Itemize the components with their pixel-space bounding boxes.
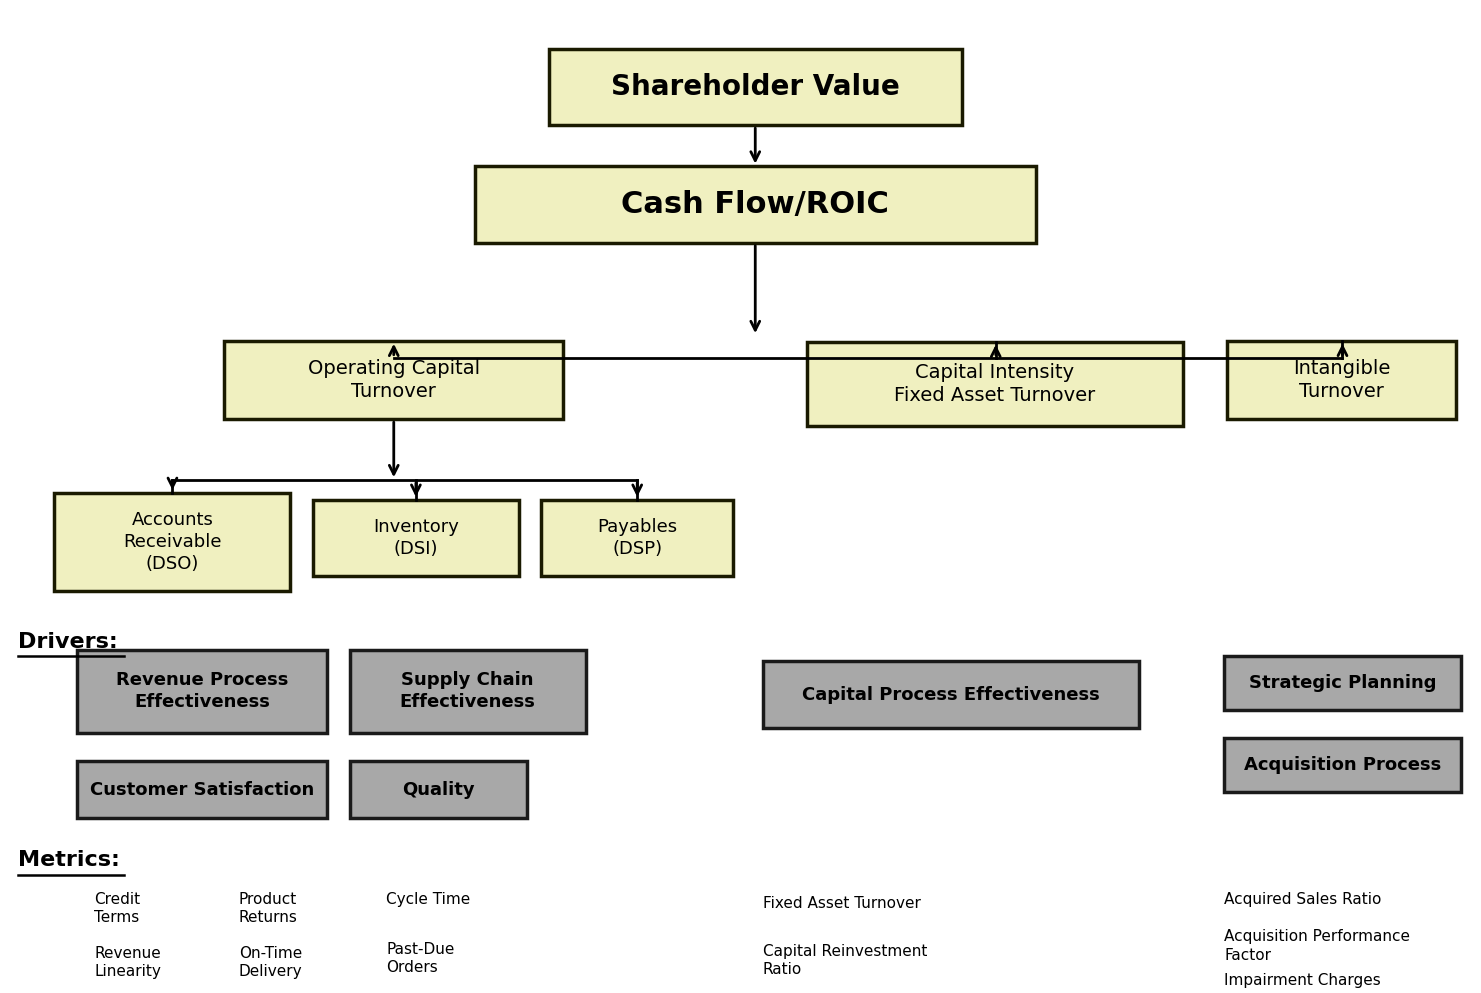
FancyBboxPatch shape bbox=[763, 661, 1139, 728]
FancyBboxPatch shape bbox=[542, 499, 733, 576]
FancyBboxPatch shape bbox=[1228, 341, 1456, 419]
Text: Operating Capital
Turnover: Operating Capital Turnover bbox=[308, 358, 480, 401]
Text: Acquired Sales Ratio: Acquired Sales Ratio bbox=[1225, 892, 1382, 907]
Text: Drivers:: Drivers: bbox=[18, 632, 117, 651]
FancyBboxPatch shape bbox=[224, 341, 563, 419]
Text: Inventory
(DSI): Inventory (DSI) bbox=[373, 517, 459, 558]
Text: Payables
(DSP): Payables (DSP) bbox=[597, 517, 677, 558]
FancyBboxPatch shape bbox=[312, 499, 520, 576]
Text: Acquisition Performance
Factor: Acquisition Performance Factor bbox=[1225, 929, 1410, 962]
Text: On-Time
Delivery: On-Time Delivery bbox=[238, 945, 302, 979]
FancyBboxPatch shape bbox=[475, 167, 1035, 243]
FancyBboxPatch shape bbox=[548, 49, 961, 125]
Text: Quality: Quality bbox=[401, 780, 474, 798]
Text: Metrics:: Metrics: bbox=[18, 850, 120, 870]
Text: Credit
Terms: Credit Terms bbox=[95, 892, 141, 925]
Text: Impairment Charges: Impairment Charges bbox=[1225, 973, 1382, 988]
Text: Shareholder Value: Shareholder Value bbox=[610, 73, 899, 101]
Text: Fixed Asset Turnover: Fixed Asset Turnover bbox=[763, 896, 921, 911]
Text: Capital Process Effectiveness: Capital Process Effectiveness bbox=[801, 686, 1099, 704]
FancyBboxPatch shape bbox=[77, 649, 327, 733]
FancyBboxPatch shape bbox=[350, 649, 585, 733]
Text: Acquisition Process: Acquisition Process bbox=[1244, 756, 1441, 774]
Text: Customer Satisfaction: Customer Satisfaction bbox=[90, 780, 314, 798]
FancyBboxPatch shape bbox=[1225, 738, 1460, 791]
Text: Strategic Planning: Strategic Planning bbox=[1248, 674, 1437, 692]
Text: Accounts
Receivable
(DSO): Accounts Receivable (DSO) bbox=[123, 510, 222, 573]
Text: Revenue
Linearity: Revenue Linearity bbox=[95, 945, 161, 979]
FancyBboxPatch shape bbox=[77, 762, 327, 818]
Text: Intangible
Turnover: Intangible Turnover bbox=[1293, 358, 1391, 401]
FancyBboxPatch shape bbox=[1225, 656, 1460, 710]
Text: Product
Returns: Product Returns bbox=[238, 892, 298, 925]
FancyBboxPatch shape bbox=[807, 342, 1183, 426]
Text: Cycle Time: Cycle Time bbox=[387, 892, 471, 907]
Text: Revenue Process
Effectiveness: Revenue Process Effectiveness bbox=[116, 671, 289, 711]
Text: Past-Due
Orders: Past-Due Orders bbox=[387, 941, 455, 975]
FancyBboxPatch shape bbox=[350, 762, 527, 818]
FancyBboxPatch shape bbox=[55, 493, 290, 591]
Text: Cash Flow/ROIC: Cash Flow/ROIC bbox=[622, 191, 889, 219]
Text: Capital Reinvestment
Ratio: Capital Reinvestment Ratio bbox=[763, 943, 927, 977]
Text: Capital Intensity
Fixed Asset Turnover: Capital Intensity Fixed Asset Turnover bbox=[895, 362, 1096, 405]
Text: Supply Chain
Effectiveness: Supply Chain Effectiveness bbox=[400, 671, 536, 711]
